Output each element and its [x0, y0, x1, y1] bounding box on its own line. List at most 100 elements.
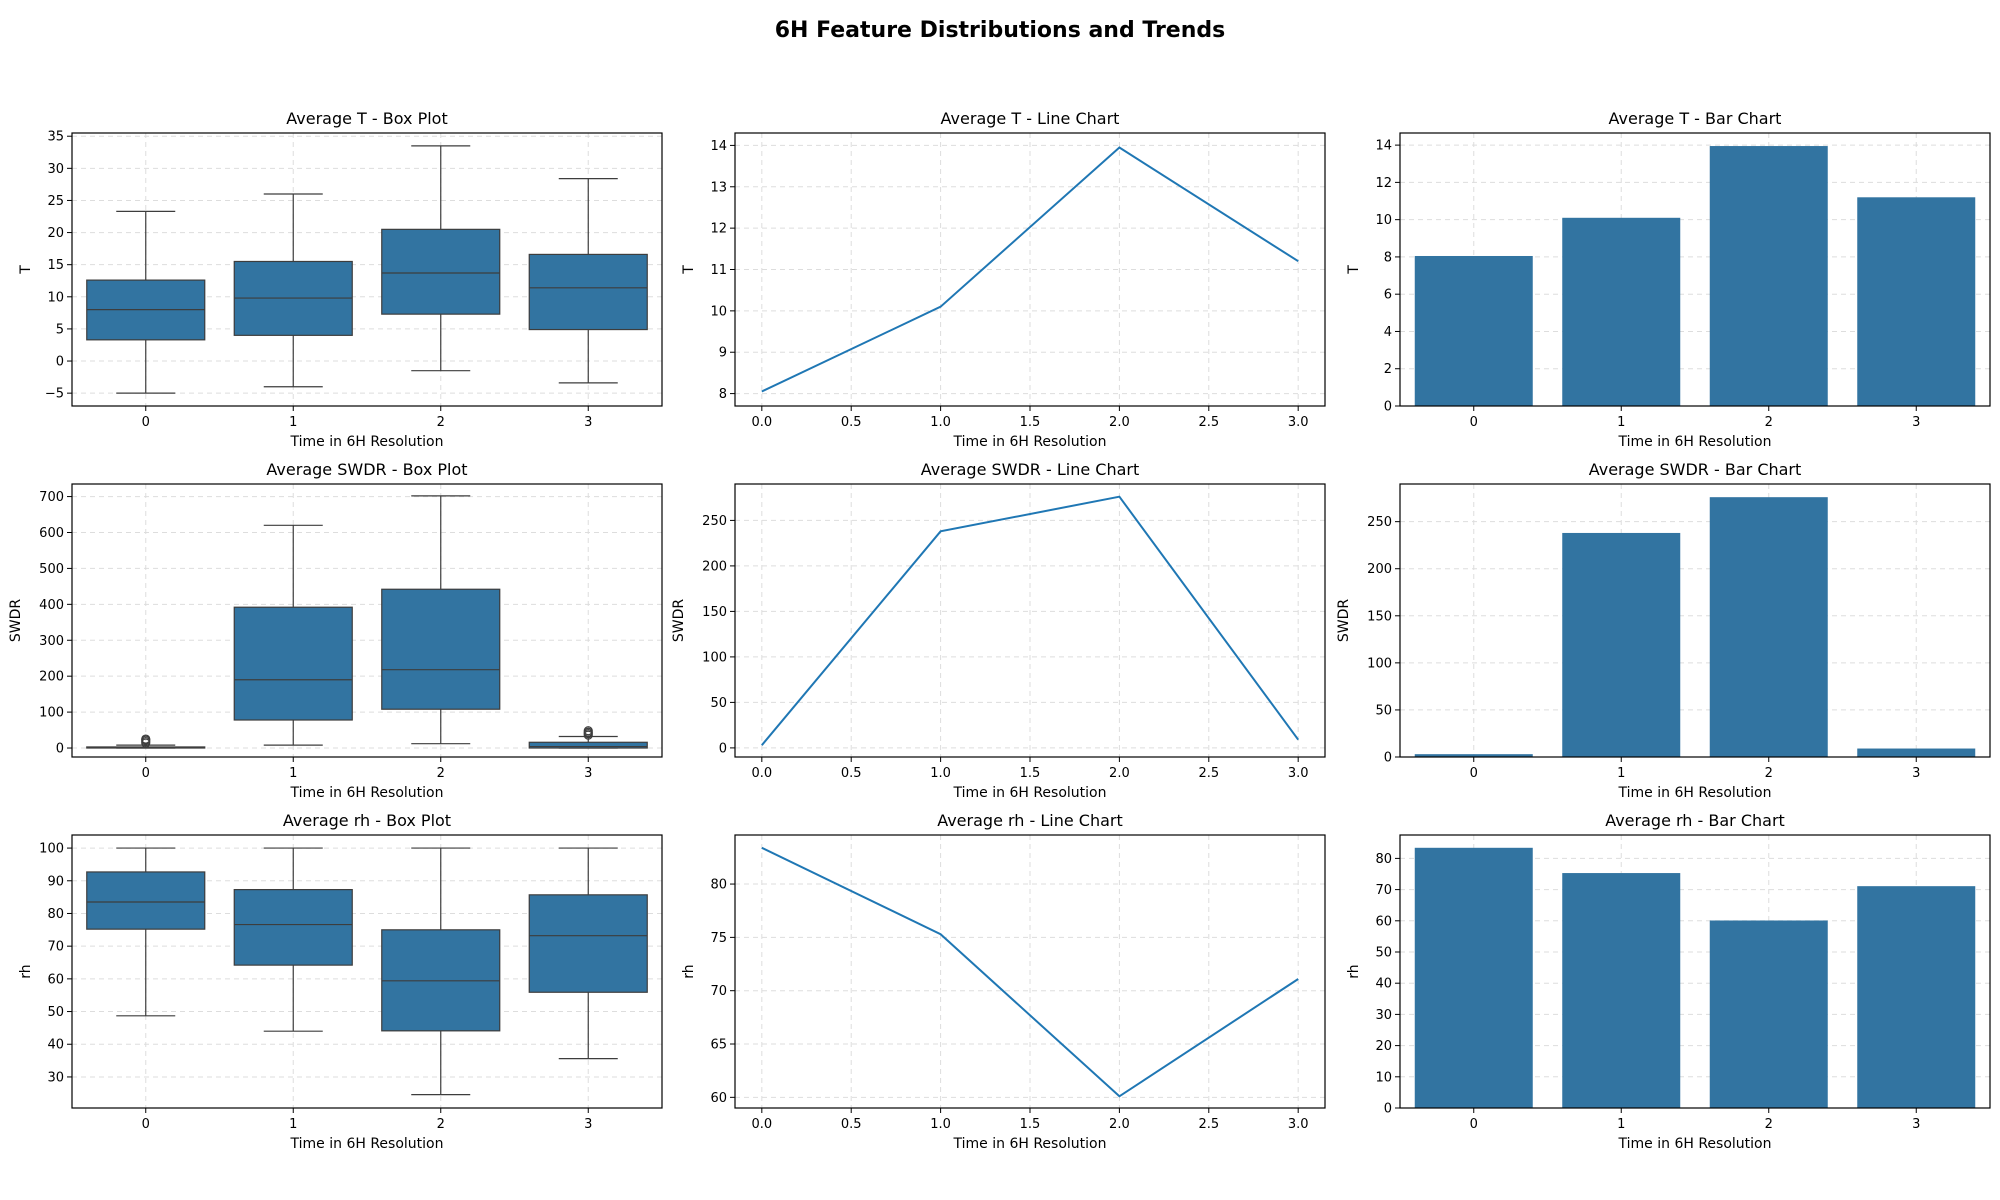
x-axis-label: Time in 6H Resolution	[1618, 1136, 1772, 1152]
y-tick-label: 0	[719, 741, 727, 756]
y-tick-label: 100	[39, 706, 64, 721]
x-tick-label: 3.0	[1288, 415, 1309, 430]
x-tick-label: 1	[1617, 766, 1625, 781]
y-tick-label: 60	[1375, 914, 1392, 929]
x-tick-label: 2.5	[1198, 766, 1219, 781]
x-tick-label: 1.0	[930, 1117, 951, 1132]
figure-title: 6H Feature Distributions and Trends	[774, 18, 1226, 43]
x-tick-label: 2	[437, 1117, 445, 1132]
bar-2	[1709, 920, 1828, 1108]
y-tick-label: 600	[39, 526, 64, 541]
x-axis-label: Time in 6H Resolution	[290, 785, 444, 801]
y-tick-label: 14	[1375, 139, 1392, 154]
box-1	[233, 847, 353, 1032]
chart-panel-3: Average SWDR - Box Plot 0 1 2 3 0 100 200 300 400…	[8, 460, 663, 801]
y-tick-label: 200	[702, 559, 727, 574]
x-tick-label: 2.0	[1109, 766, 1130, 781]
y-axis-label: T	[1346, 265, 1362, 275]
x-tick-label: 3	[1912, 1117, 1920, 1132]
x-tick-label: 1	[289, 415, 297, 430]
y-tick-label: 150	[1367, 609, 1392, 624]
y-tick-label: 20	[1375, 1039, 1392, 1054]
y-tick-label: 10	[1375, 213, 1392, 228]
bar-2	[1709, 146, 1828, 406]
y-tick-label: 50	[1375, 703, 1392, 718]
box-1	[233, 524, 353, 746]
y-tick-label: 60	[47, 972, 64, 987]
bar-3	[1857, 886, 1976, 1108]
y-tick-label: 100	[702, 650, 727, 665]
y-tick-label: 70	[1375, 883, 1392, 898]
chart-panel-4: Average SWDR - Line Chart 0.0 0.5 1.0 1.5 2.0…	[671, 460, 1326, 801]
chart-panel-6: Average rh - Box Plot 0 1 2 3 30 40 50 60 70 80 90 1…	[18, 811, 663, 1152]
x-tick-label: 0	[142, 766, 150, 781]
box-3	[528, 178, 648, 384]
x-tick-label: 0.0	[751, 766, 772, 781]
x-axis-label: Time in 6H Resolution	[953, 785, 1107, 801]
x-tick-label: 2	[1765, 415, 1773, 430]
box-0	[86, 847, 206, 1017]
box-2	[381, 495, 501, 745]
x-tick-label: 3	[1912, 415, 1920, 430]
x-tick-label: 1	[289, 1117, 297, 1132]
y-tick-label: 0	[1384, 751, 1392, 766]
y-tick-label: 30	[47, 162, 64, 177]
y-tick-label: 9	[719, 346, 727, 361]
y-axis-label: rh	[1346, 964, 1362, 978]
y-tick-label: 12	[710, 222, 727, 237]
chart-title: Average SWDR - Box Plot	[266, 460, 467, 479]
box-2	[381, 847, 501, 1096]
y-tick-label: 300	[39, 634, 64, 649]
chart-title: Average rh - Line Chart	[937, 811, 1123, 830]
y-tick-label: 4	[1384, 325, 1392, 340]
x-axis-label: Time in 6H Resolution	[1618, 785, 1772, 801]
x-tick-label: 3	[584, 766, 592, 781]
y-tick-label: 30	[47, 1070, 64, 1085]
y-tick-label: 250	[1367, 515, 1392, 530]
y-tick-label: 50	[710, 696, 727, 711]
plot-frame	[71, 132, 663, 407]
x-axis-label: Time in 6H Resolution	[953, 1136, 1107, 1152]
plot-frame	[1399, 483, 1991, 758]
y-tick-label: 10	[1375, 1070, 1392, 1085]
box-iqr	[528, 253, 648, 331]
bar-1	[1562, 532, 1681, 757]
y-tick-label: 80	[1375, 852, 1392, 867]
y-tick-label: 40	[1375, 977, 1392, 992]
plot-frame	[71, 483, 663, 758]
x-tick-label: 1	[1617, 415, 1625, 430]
box-iqr	[528, 894, 648, 993]
y-tick-label: 0	[1384, 400, 1392, 415]
chart-title: Average T - Bar Chart	[1609, 109, 1782, 128]
plot-frame	[734, 834, 1326, 1109]
x-tick-label: 3.0	[1288, 766, 1309, 781]
x-tick-label: 3	[1912, 766, 1920, 781]
x-tick-label: 0	[1470, 766, 1478, 781]
y-tick-label: 100	[39, 842, 64, 857]
bar-2	[1709, 497, 1828, 757]
x-tick-label: 2.0	[1109, 415, 1130, 430]
x-tick-label: 1.0	[930, 766, 951, 781]
y-tick-label: 65	[710, 1038, 727, 1053]
y-tick-label: 0	[1384, 1102, 1392, 1117]
x-tick-label: 2	[437, 415, 445, 430]
outlier	[583, 726, 593, 736]
bar-0	[1414, 255, 1533, 406]
x-tick-label: 1.0	[930, 415, 951, 430]
plot-frame	[71, 834, 663, 1109]
x-tick-label: 0.5	[841, 766, 862, 781]
y-tick-label: 40	[47, 1038, 64, 1053]
y-tick-label: 13	[710, 180, 727, 195]
y-tick-label: 80	[710, 878, 727, 893]
y-tick-label: 200	[1367, 562, 1392, 577]
x-tick-label: 0	[1470, 1117, 1478, 1132]
series-line	[761, 846, 1299, 1098]
x-tick-label: 0.5	[841, 415, 862, 430]
series-line	[761, 495, 1300, 746]
y-tick-label: 35	[47, 130, 64, 145]
x-axis-label: Time in 6H Resolution	[953, 434, 1107, 450]
x-tick-label: 1	[1617, 1117, 1625, 1132]
y-tick-label: 11	[710, 263, 727, 278]
